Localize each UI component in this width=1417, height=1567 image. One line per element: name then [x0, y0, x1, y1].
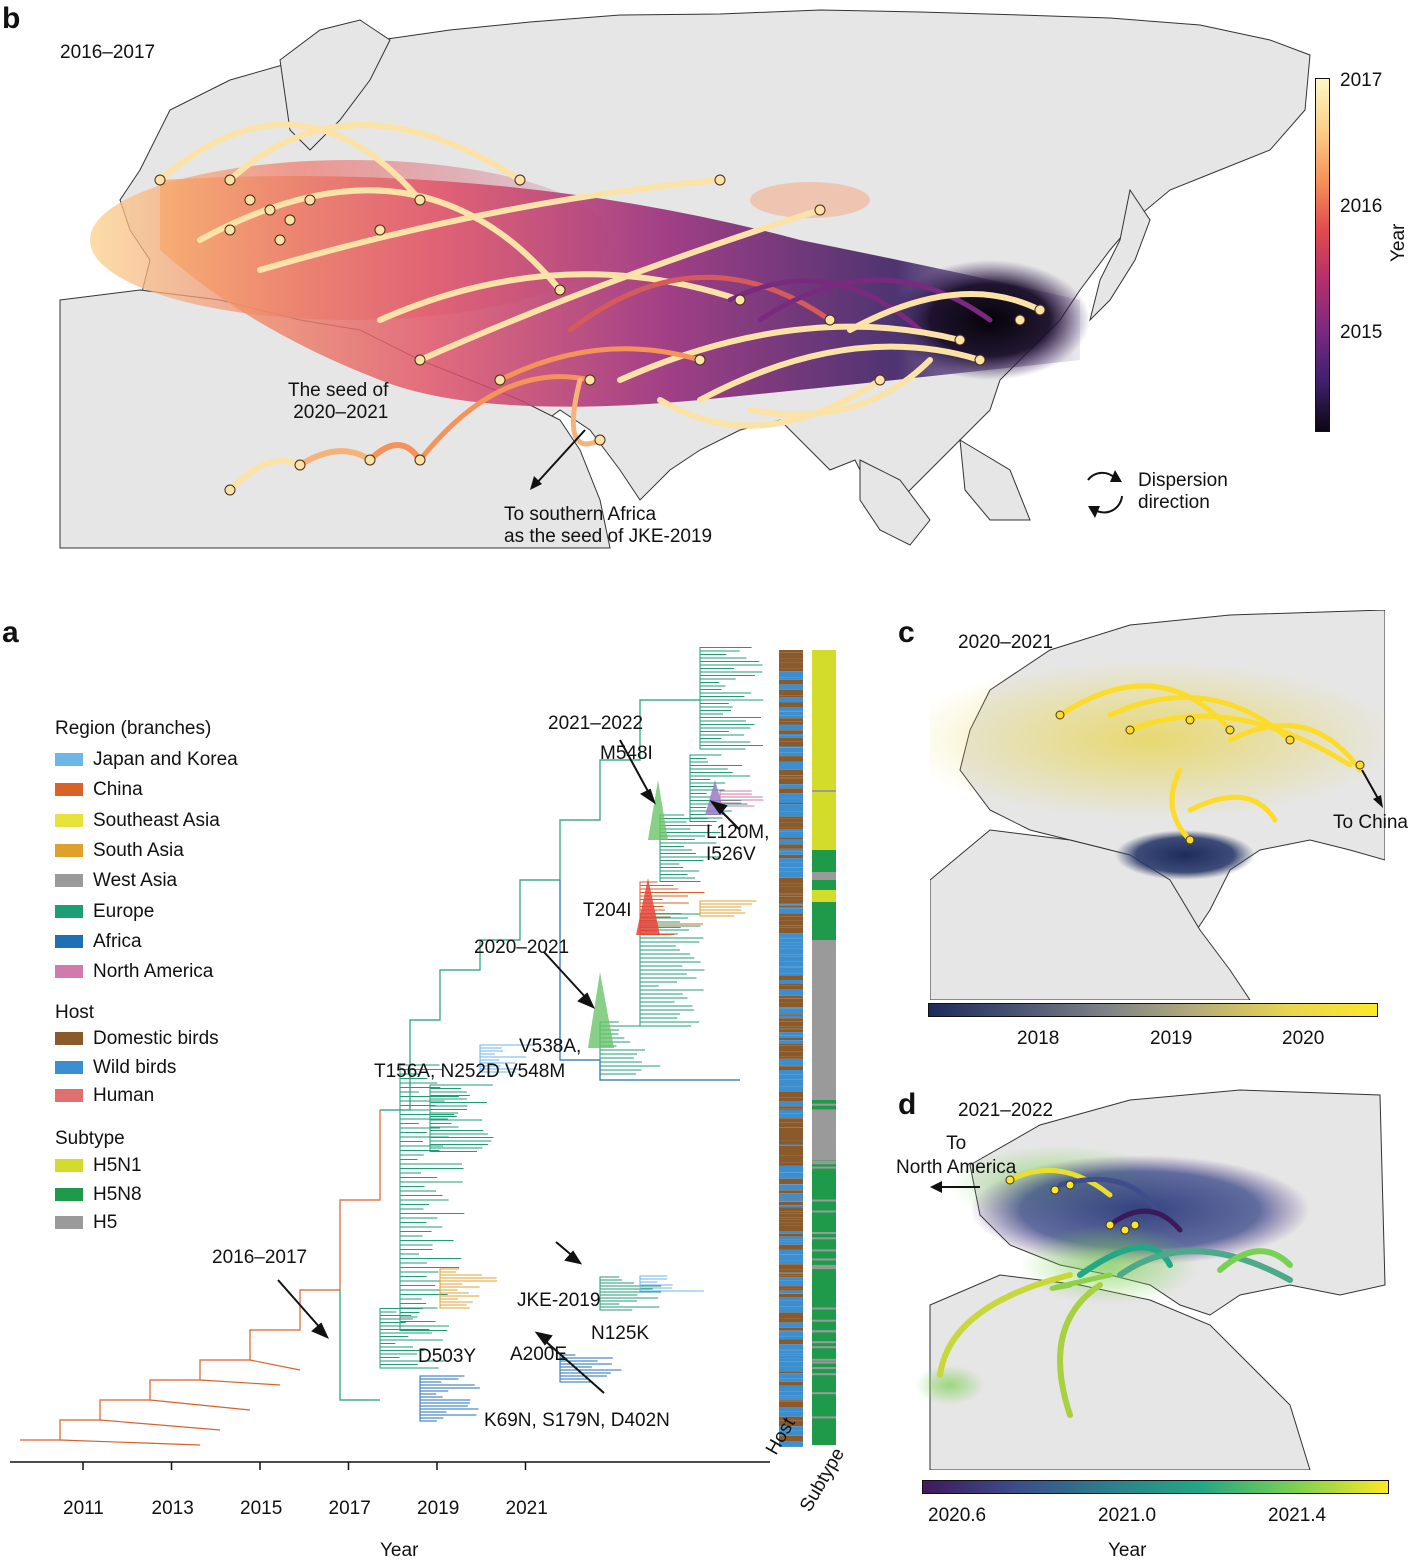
colorbar-b-label: Year: [1388, 223, 1409, 262]
legend-swatch: [55, 1060, 83, 1074]
legend-label: H5N1: [93, 1155, 142, 1176]
nodes-b: [154, 174, 1046, 496]
colorbar-d: [922, 1480, 1389, 1494]
mutation-t204i: T204I: [583, 900, 632, 921]
map-b: [59, 9, 1311, 549]
legend-swatch: [55, 874, 83, 888]
colorbar-c: [928, 1003, 1378, 1017]
tree-x-tick-label-2011: 2011: [63, 1498, 104, 1519]
legend-region-title: Region (branches): [55, 718, 212, 739]
clade-triangle-2020: [588, 972, 614, 1048]
colorbar-c-tick-2019: 2019: [1150, 1028, 1193, 1049]
tree-x-ticks: [82, 1462, 527, 1470]
subtype-bar: [812, 650, 836, 1445]
colorbar-d-tick-2020-6: 2020.6: [928, 1505, 987, 1526]
legend-swatch: [55, 965, 83, 979]
legend-label: Domestic birds: [93, 1028, 219, 1049]
legend-label: Europe: [93, 900, 155, 922]
map-c: [930, 610, 1385, 1000]
colorbar-b-tick-2015: 2015: [1340, 322, 1383, 343]
colorbar-c-tick-2018: 2018: [1017, 1028, 1060, 1049]
legend-label: West Asia: [93, 870, 178, 892]
colorbar-b-tick-2016: 2016: [1340, 196, 1383, 217]
annotation-seed-2020: The seed of 2020–2021: [288, 380, 389, 423]
annotation-southern-africa: To southern Africa as the seed of JKE-20…: [504, 504, 713, 547]
mutation-a200e: A200E: [510, 1344, 568, 1365]
legend-swatch: [55, 1089, 83, 1102]
tree-x-axis-label: Year: [380, 1540, 419, 1561]
panel-letter-d: d: [898, 1088, 917, 1121]
clade-label-2016: 2016–2017: [212, 1247, 308, 1268]
colorbar-d-tick-2021-0: 2021.0: [1098, 1505, 1157, 1526]
panel-b-period: 2016–2017: [60, 42, 156, 63]
panel-letter-b: b: [2, 2, 21, 35]
host-bar: [779, 650, 803, 1447]
dispersion-arcs-b: [157, 121, 1043, 493]
legend-label: Human: [93, 1085, 155, 1106]
legend-label: China: [93, 779, 143, 801]
dispersion-arcs-d: [937, 1167, 1293, 1418]
map-d: [915, 1089, 1386, 1470]
land-seasia-b: [859, 439, 1031, 546]
mutation-t156a: T156A, N252D V548M: [374, 1061, 566, 1082]
tree-branches: [20, 647, 764, 1446]
mutation-d503y: D503Y: [418, 1346, 477, 1367]
panel-d-period: 2021–2022: [958, 1100, 1054, 1121]
clade-label-2021: 2021–2022: [548, 713, 644, 734]
clade-triangle-2021: [648, 780, 668, 840]
tree-x-tick-label-2019: 2019: [417, 1498, 460, 1519]
legend-swatch: [55, 1216, 83, 1229]
legend-label: South Asia: [93, 839, 184, 861]
tree-x-tick-label-2017: 2017: [328, 1498, 371, 1519]
legend-host-title: Host: [55, 1002, 95, 1023]
legend-label: Africa: [93, 930, 142, 952]
colorbar-d-label: Year: [1108, 1540, 1147, 1561]
land-japan-b: [1089, 188, 1151, 322]
clade-label-2020: 2020–2021: [474, 937, 570, 958]
legend-swatch: [55, 934, 83, 948]
panel-letter-c: c: [898, 616, 915, 649]
annotation-to-china: To China: [1333, 812, 1408, 833]
mutation-v538a: V538A,: [519, 1036, 582, 1057]
panel-letter-a: a: [2, 616, 19, 649]
mutation-k69n: K69N, S179N, D402N: [484, 1410, 670, 1431]
legend-label: H5N8: [93, 1183, 142, 1205]
mutation-m548i: M548I: [600, 743, 653, 764]
tree-x-tick-label-2013: 2013: [151, 1498, 194, 1519]
phylogenetic-tree: [10, 647, 836, 1470]
panel-c-period: 2020–2021: [958, 632, 1054, 653]
tree-x-tick-label-2015: 2015: [240, 1498, 283, 1519]
annotation-to-north-america: To North America: [896, 1133, 1017, 1178]
legend-swatch: [55, 1159, 83, 1172]
mutation-n125k: N125K: [591, 1323, 650, 1344]
legend-swatch: [55, 904, 83, 918]
legend-swatch: [55, 843, 83, 857]
annotation-dispersion: Dispersion direction: [1138, 470, 1228, 513]
legend-swatch: [55, 783, 83, 797]
legend-swatch: [55, 1032, 83, 1045]
legend-label: Southeast Asia: [93, 809, 220, 831]
mutation-l120m: L120M, I526V: [706, 822, 770, 865]
legend-label: North America: [93, 961, 214, 983]
colorbar-b-tick-2017: 2017: [1340, 70, 1383, 91]
legend-swatch: [55, 753, 83, 766]
clade-label-jke: JKE-2019: [517, 1290, 601, 1311]
dispersion-arcs-c: [1057, 683, 1363, 843]
dispersion-direction-icon: [1087, 470, 1123, 518]
clade-triangle-red: [636, 878, 660, 935]
legend-subtype-title: Subtype: [55, 1128, 125, 1149]
colorbar-c-tick-2020: 2020: [1282, 1028, 1325, 1049]
legend-swatch: [55, 813, 83, 827]
colorbar-b: [1315, 78, 1330, 432]
tree-arrows: [277, 739, 741, 1394]
colorbar-d-tick-2021-4: 2021.4: [1268, 1505, 1327, 1526]
legend-label: H5: [93, 1212, 118, 1233]
legend-label: Wild birds: [93, 1056, 177, 1078]
arrow-southern-africa: [534, 429, 586, 486]
legend-label: Japan and Korea: [93, 749, 238, 770]
legend-swatch: [55, 1187, 83, 1201]
tree-x-tick-label-2021: 2021: [505, 1498, 548, 1519]
